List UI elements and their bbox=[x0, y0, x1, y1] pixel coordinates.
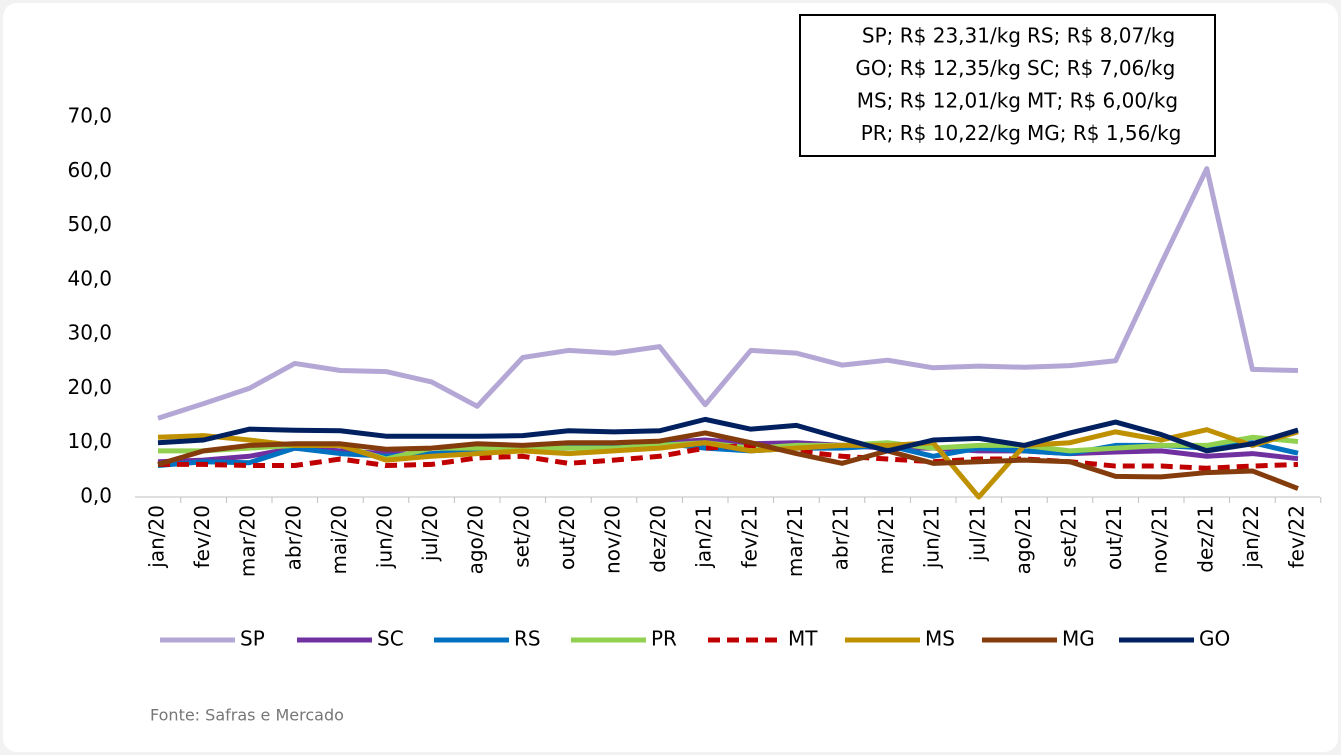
legend-label: PR bbox=[651, 627, 677, 651]
x-tick-label: ago/21 bbox=[1011, 505, 1035, 574]
x-tick-label: abr/21 bbox=[829, 505, 853, 570]
series-line bbox=[157, 416, 1299, 454]
x-tick-label: jun/21 bbox=[920, 505, 944, 569]
y-tick-label: 50,0 bbox=[67, 212, 112, 236]
y-tick-label: 40,0 bbox=[67, 266, 112, 290]
annotation: MS; R$ 12,01/kg bbox=[857, 89, 1021, 113]
source: Fonte: Safras e Mercado bbox=[150, 706, 344, 725]
card bbox=[3, 3, 1338, 752]
x-tick-label: mar/21 bbox=[783, 505, 807, 577]
x-tick-label: fev/21 bbox=[737, 505, 761, 568]
x-tick-label: dez/20 bbox=[646, 505, 670, 573]
x-tick-label: jun/20 bbox=[373, 505, 397, 569]
x-tick-label: out/21 bbox=[1102, 505, 1126, 570]
annotation: GO; R$ 12,35/kg bbox=[855, 56, 1021, 80]
y-tick-label: 10,0 bbox=[67, 429, 112, 453]
annotation: RS; R$ 8,07/kg bbox=[1027, 24, 1175, 48]
legend-label: SP bbox=[240, 627, 265, 651]
x-tick-label: jan/20 bbox=[145, 505, 169, 569]
annotation: SC; R$ 7,06/kg bbox=[1027, 56, 1175, 80]
y-tick-label: 70,0 bbox=[67, 104, 112, 128]
x-tick-label: mai/21 bbox=[874, 505, 898, 574]
x-tick-label: ago/20 bbox=[464, 505, 488, 574]
y-tick-label: 0,0 bbox=[80, 484, 112, 508]
legend-label: RS bbox=[514, 627, 541, 651]
annotation: SP; R$ 23,31/kg bbox=[862, 24, 1021, 48]
annotation-box bbox=[799, 14, 1216, 157]
x-tick-label: nov/21 bbox=[1148, 505, 1172, 574]
annotation: PR; R$ 10,22/kg bbox=[861, 121, 1021, 145]
x-tick-label: nov/20 bbox=[601, 505, 625, 574]
y-tick-label: 60,0 bbox=[67, 158, 112, 182]
annotation: MG; R$ 1,56/kg bbox=[1027, 121, 1181, 145]
x-tick-label: fev/20 bbox=[190, 505, 214, 568]
x-tick-label: set/20 bbox=[509, 505, 533, 568]
legend-label: GO bbox=[1199, 627, 1230, 651]
series-line bbox=[157, 430, 1299, 491]
x-tick-label: out/20 bbox=[555, 505, 579, 570]
x-tick-label: abr/20 bbox=[281, 505, 305, 570]
legend-label: SC bbox=[377, 627, 404, 651]
x-tick-label: fev/22 bbox=[1285, 505, 1309, 568]
x-tick-label: jul/20 bbox=[418, 505, 442, 562]
x-tick-label: mai/20 bbox=[327, 505, 351, 574]
series-line bbox=[157, 437, 1299, 465]
series-line bbox=[157, 166, 1299, 421]
y-tick-label: 30,0 bbox=[67, 321, 112, 345]
legend-label: MT bbox=[788, 627, 818, 651]
x-tick-label: jan/21 bbox=[692, 505, 716, 569]
legend-label: MG bbox=[1062, 627, 1095, 651]
x-tick-label: set/21 bbox=[1057, 505, 1081, 568]
legend-label: MS bbox=[925, 627, 955, 651]
annotation: MT; R$ 6,00/kg bbox=[1027, 89, 1178, 113]
x-tick-label: mar/20 bbox=[236, 505, 260, 577]
x-tick-label: jan/22 bbox=[1239, 505, 1263, 569]
series-line bbox=[157, 427, 1299, 500]
x-tick-label: jul/21 bbox=[965, 505, 989, 562]
x-tick-label: dez/21 bbox=[1193, 505, 1217, 573]
y-tick-label: 20,0 bbox=[67, 375, 112, 399]
